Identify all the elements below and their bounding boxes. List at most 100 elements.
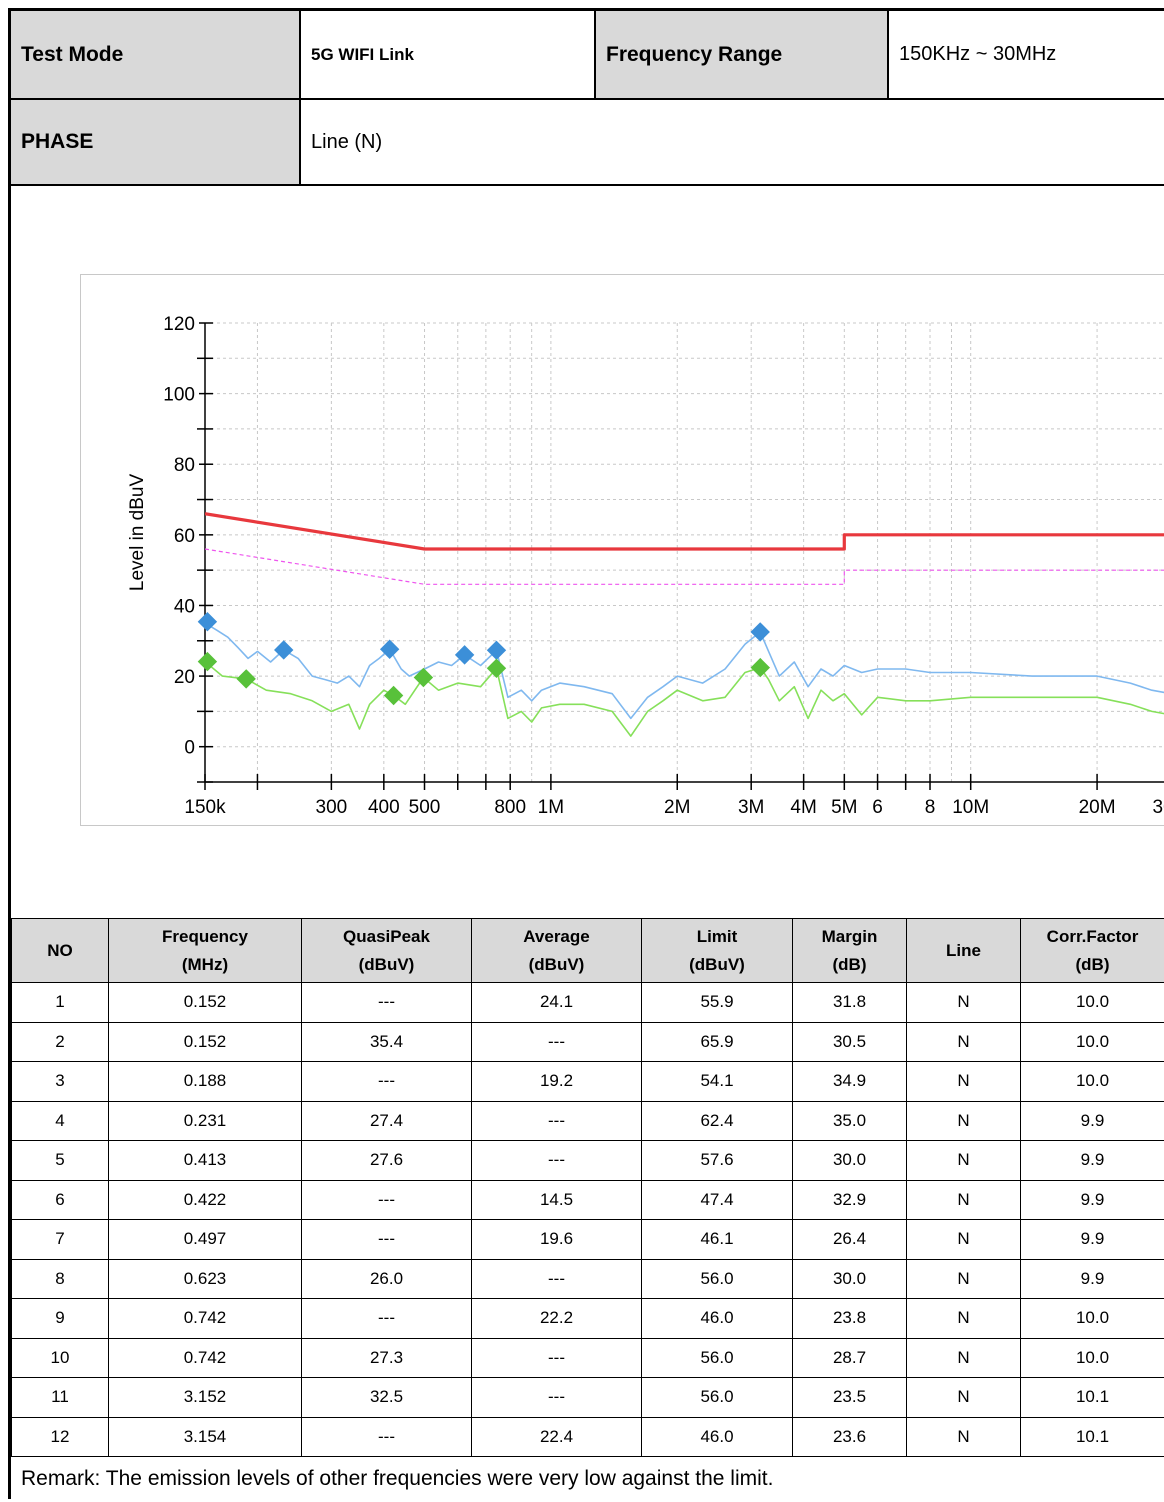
table-cell: 22.2 bbox=[472, 1299, 642, 1339]
table-cell: 56.0 bbox=[642, 1259, 793, 1299]
table-cell: 0.188 bbox=[109, 1062, 302, 1102]
table-cell: 3.154 bbox=[109, 1417, 302, 1457]
table-cell: 23.8 bbox=[793, 1299, 907, 1339]
table-cell: 55.9 bbox=[642, 983, 793, 1023]
x-tick-label: 800 bbox=[494, 797, 526, 818]
table-cell: 10.1 bbox=[1021, 1417, 1164, 1457]
table-cell: 11 bbox=[12, 1378, 109, 1418]
table-cell: 23.5 bbox=[793, 1378, 907, 1418]
column-header: Line bbox=[907, 919, 1021, 983]
table-cell: --- bbox=[302, 1062, 472, 1102]
table-cell: N bbox=[907, 1417, 1021, 1457]
avg-marker bbox=[385, 686, 403, 704]
table-cell: 46.0 bbox=[642, 1417, 793, 1457]
avg-marker bbox=[237, 670, 255, 688]
table-cell: 28.7 bbox=[793, 1338, 907, 1378]
table-cell: 26.4 bbox=[793, 1220, 907, 1260]
column-header: Margin(dB) bbox=[793, 919, 907, 983]
table-cell: 3 bbox=[12, 1062, 109, 1102]
table-cell: --- bbox=[302, 1220, 472, 1260]
table-cell: 0.152 bbox=[109, 1022, 302, 1062]
table-cell: 47.4 bbox=[642, 1180, 793, 1220]
freq-range-label: Frequency Range bbox=[606, 43, 782, 67]
header-row-phase: PHASE Line (N) bbox=[11, 100, 1164, 186]
table-cell: 0.413 bbox=[109, 1141, 302, 1181]
column-header-unit: (MHz) bbox=[109, 951, 301, 979]
table-cell: 22.4 bbox=[472, 1417, 642, 1457]
x-tick-label: 6 bbox=[872, 797, 883, 818]
test-mode-label: Test Mode bbox=[21, 43, 123, 67]
table-cell: 56.0 bbox=[642, 1378, 793, 1418]
column-header-label: Margin bbox=[793, 923, 906, 951]
table-cell: --- bbox=[472, 1141, 642, 1181]
column-header-unit: (dB) bbox=[1021, 951, 1164, 979]
table-cell: N bbox=[907, 1180, 1021, 1220]
table-cell: 0.422 bbox=[109, 1180, 302, 1220]
x-tick-label: 4M bbox=[790, 797, 816, 818]
table-cell: N bbox=[907, 1141, 1021, 1181]
table-cell: --- bbox=[302, 1299, 472, 1339]
table-cell: 24.1 bbox=[472, 983, 642, 1023]
column-header: Corr.Factor(dB) bbox=[1021, 919, 1164, 983]
table-cell: 10.0 bbox=[1021, 1062, 1164, 1102]
table-cell: 9.9 bbox=[1021, 1141, 1164, 1181]
avg-limit-line bbox=[205, 549, 1164, 584]
header-row-test-mode: Test Mode 5G WIFI Link Frequency Range 1… bbox=[11, 11, 1164, 100]
table-cell: 10.0 bbox=[1021, 983, 1164, 1023]
table-cell: 0.152 bbox=[109, 983, 302, 1023]
column-header: Limit(dBuV) bbox=[642, 919, 793, 983]
table-cell: 9.9 bbox=[1021, 1180, 1164, 1220]
avg-marker bbox=[751, 659, 769, 677]
table-cell: 46.1 bbox=[642, 1220, 793, 1260]
y-tick-label: 40 bbox=[174, 596, 195, 617]
table-cell: N bbox=[907, 1378, 1021, 1418]
x-tick-label: 400 bbox=[368, 797, 400, 818]
column-header: Frequency(MHz) bbox=[109, 919, 302, 983]
table-cell: 30.0 bbox=[793, 1141, 907, 1181]
table-cell: N bbox=[907, 1338, 1021, 1378]
column-header: QuasiPeak(dBuV) bbox=[302, 919, 472, 983]
table-cell: N bbox=[907, 1299, 1021, 1339]
column-header-label: Average bbox=[472, 923, 641, 951]
x-tick-label: 30M bbox=[1153, 797, 1164, 818]
table-cell: N bbox=[907, 1259, 1021, 1299]
x-tick-label: 150k bbox=[184, 797, 226, 818]
table-cell: 0.742 bbox=[109, 1299, 302, 1339]
table-cell: --- bbox=[302, 983, 472, 1023]
table-cell: 35.4 bbox=[302, 1022, 472, 1062]
freq-range-label-cell: Frequency Range bbox=[596, 11, 889, 98]
table-cell: N bbox=[907, 983, 1021, 1023]
table-cell: N bbox=[907, 1022, 1021, 1062]
y-tick-label: 120 bbox=[163, 314, 195, 335]
table-cell: 9 bbox=[12, 1299, 109, 1339]
table-cell: 6 bbox=[12, 1180, 109, 1220]
column-header-label: Line bbox=[907, 937, 1020, 965]
phase-value-cell: Line (N) bbox=[301, 100, 1164, 184]
table-cell: 10 bbox=[12, 1338, 109, 1378]
table-cell: 2 bbox=[12, 1022, 109, 1062]
x-tick-label: 20M bbox=[1079, 797, 1116, 818]
column-header: NO bbox=[12, 919, 109, 983]
table-cell: 32.5 bbox=[302, 1378, 472, 1418]
table-cell: 57.6 bbox=[642, 1141, 793, 1181]
column-header: Average(dBuV) bbox=[472, 919, 642, 983]
y-tick-label: 20 bbox=[174, 667, 195, 688]
y-tick-label: 60 bbox=[174, 526, 195, 547]
table-cell: 62.4 bbox=[642, 1101, 793, 1141]
qp-marker bbox=[456, 646, 474, 664]
table-cell: N bbox=[907, 1101, 1021, 1141]
table-cell: 30.5 bbox=[793, 1022, 907, 1062]
table-cell: 0.497 bbox=[109, 1220, 302, 1260]
